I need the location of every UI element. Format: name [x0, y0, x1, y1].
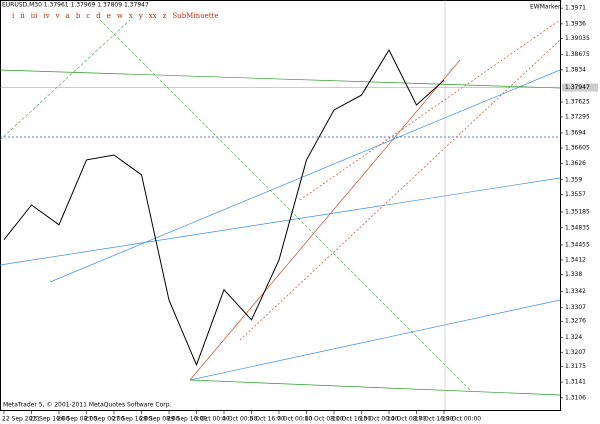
trend-line [299, 19, 561, 201]
trend-line [49, 69, 561, 283]
y-tick-label: 1.3936 [565, 20, 586, 27]
y-tick-label: 1.3141 [565, 379, 586, 386]
x-tick-label: 23 Sep 16:00 [30, 416, 70, 423]
trend-line [189, 299, 561, 381]
copyright: MetaTrader 5, © 2001-2011 MetaQuotes Sof… [3, 402, 172, 409]
x-tick-label: 28 Sep 08:00 [140, 416, 180, 423]
trend-line [99, 19, 471, 391]
y-tick-label: 1.38675 [565, 51, 590, 58]
trend-line [189, 59, 461, 381]
y-tick-label: 1.3207 [565, 349, 586, 356]
x-tick-label: 19 Oct 00:00 [442, 416, 481, 423]
wave-menu-item: a [66, 12, 70, 20]
wave-menu-item: iv [43, 12, 49, 20]
y-tick-label: 1.324 [565, 334, 582, 341]
x-tick-label: 27 Sep 00:00 [85, 416, 125, 423]
x-tick-label: 17 Oct 16:00 [415, 416, 454, 423]
x-tick-label: 13 Oct 00:00 [360, 416, 399, 423]
x-tick-label: 5 Oct 16:00 [250, 416, 285, 423]
x-tick-label: 29 Sep 16:00 [167, 416, 207, 423]
wave-menu-item: d [96, 12, 101, 20]
trend-line [189, 379, 561, 396]
x-tick-label: 4 Oct 00:00 [222, 416, 257, 423]
y-tick-label: 1.36605 [565, 145, 590, 152]
wave-menu-item: z [163, 12, 167, 20]
x-tick-label: 10 Oct 08:00 [305, 416, 344, 423]
y-tick-label: 1.35185 [565, 208, 590, 215]
x-tick-label: 11 Oct 16:00 [332, 416, 371, 423]
corner-label: EWMarker [530, 4, 561, 11]
wave-menu-item: c [86, 12, 90, 20]
y-tick-label: 1.34455 [565, 241, 590, 248]
y-tick-label: 1.3412 [565, 256, 586, 263]
wave-menu-item: x [129, 12, 133, 20]
y-tick-label: 1.37625 [565, 99, 590, 106]
x-tick-label: 27 Sep 16:00 [112, 416, 152, 423]
y-tick-label: 1.3307 [565, 304, 586, 311]
y-tick-label: 1.359 [565, 176, 582, 183]
trend-line [0, 177, 561, 266]
y-tick-label: 1.37295 [565, 113, 590, 120]
wave-menu-item: ii [20, 12, 25, 20]
y-tick-label: 1.3106 [565, 394, 586, 401]
trend-lines [0, 0, 561, 410]
y-tick-label: 1.3626 [565, 160, 586, 167]
plot-frame [0, 0, 561, 411]
x-tick-label: 14 Oct 08:00 [387, 416, 426, 423]
current-price-label: 1.37947 [565, 84, 590, 91]
x-tick-label: 22 Sep 2011 [2, 416, 40, 423]
wave-menu-item: iii [31, 12, 38, 20]
y-tick-label: 1.39035 [565, 35, 590, 42]
chart-title: EURUSD,M30 1.37961 1.37969 1.37809 1.379… [2, 2, 149, 9]
y-tick-label: 1.3971 [565, 5, 586, 12]
y-tick-label: 1.3694 [565, 129, 586, 136]
wave-menu-item: y [138, 12, 143, 20]
wave-menu-item: i [12, 12, 15, 20]
wave-menu-item: xx [149, 12, 157, 20]
y-tick-label: 1.34835 [565, 224, 590, 231]
price-line [3, 48, 445, 367]
y-tick-label: 1.3557 [565, 191, 586, 198]
x-tick-label: 7 Oct 00:00 [277, 416, 312, 423]
y-tick-label: 1.3175 [565, 363, 586, 370]
y-tick-label: 1.3342 [565, 288, 586, 295]
trend-line [0, 19, 131, 141]
wave-menu-item: e [107, 12, 111, 20]
x-tick-label: 3 Oct 00:00 [195, 416, 230, 423]
wave-menu-item: w [117, 12, 123, 20]
wave-menu-item: b [76, 12, 81, 20]
trend-line [239, 39, 561, 341]
x-tick-label: 26 Sep 08:00 [57, 416, 97, 423]
y-tick-label: 1.338 [565, 271, 582, 278]
current-price-box [562, 83, 598, 92]
y-tick-label: 1.3276 [565, 318, 586, 325]
wave-menu-item: SubMinuette [172, 12, 218, 20]
y-tick-label: 1.3834 [565, 66, 586, 73]
trend-line [0, 69, 561, 89]
wave-menu-item: v [55, 12, 60, 20]
